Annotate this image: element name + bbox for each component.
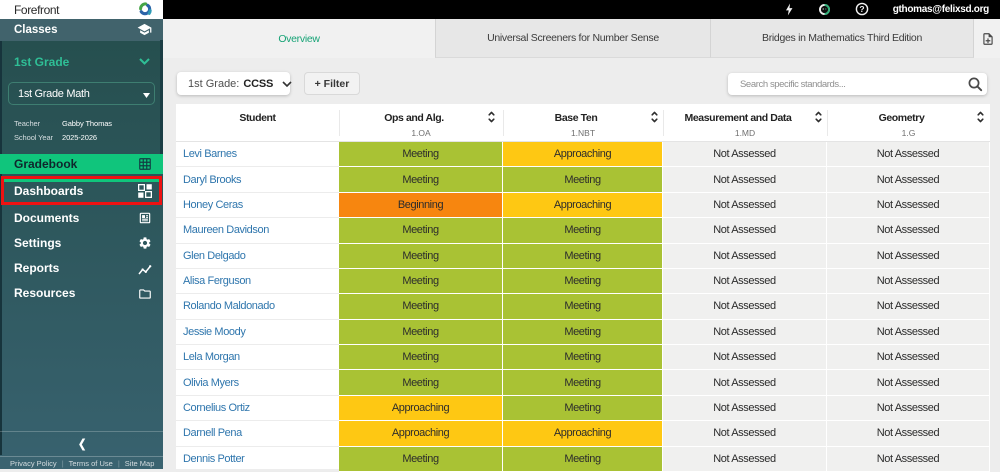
svg-text:?: ? — [859, 4, 864, 14]
